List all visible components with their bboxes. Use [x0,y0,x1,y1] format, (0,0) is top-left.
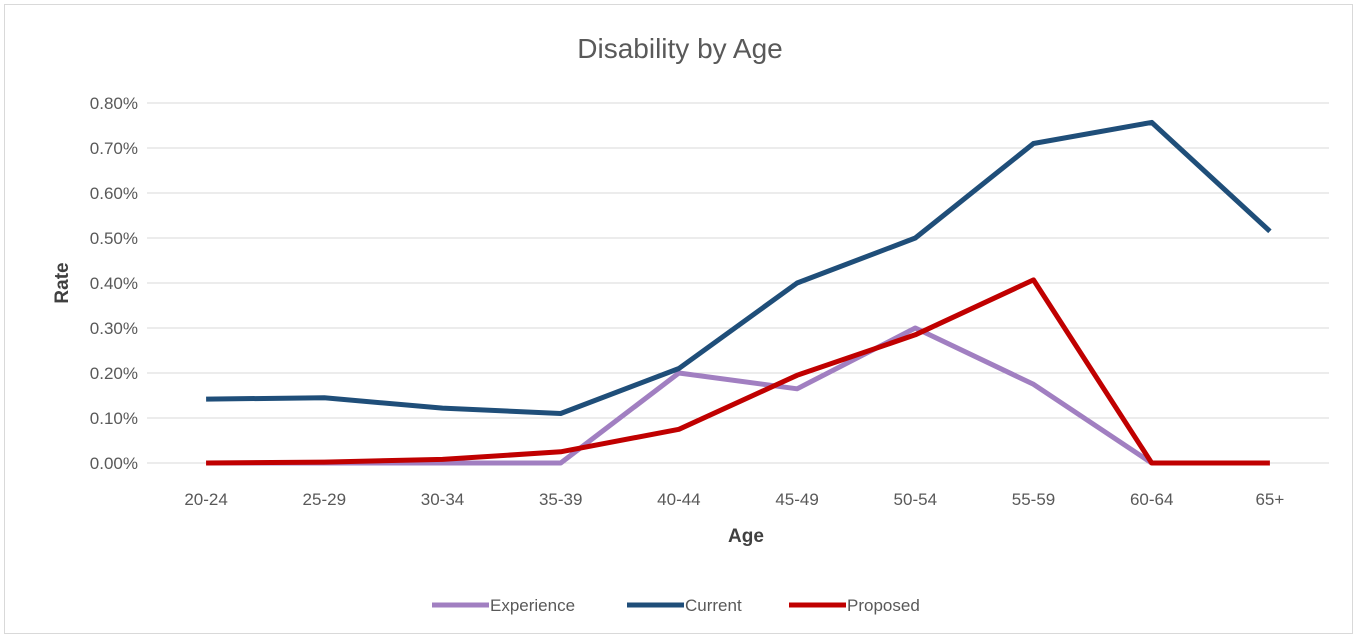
x-axis-title: Age [728,526,764,547]
y-tick-label: 0.70% [90,139,138,158]
chart-title: Disability by Age [577,33,782,64]
y-tick-label: 0.30% [90,319,138,338]
y-tick-label: 0.80% [90,94,138,113]
y-axis-ticks: 0.00% 0.10% 0.20% 0.30% 0.40% 0.50% 0.60% 0.70%… [90,94,138,473]
x-tick-label: 55-59 [1012,490,1055,509]
x-tick-label: 50-54 [894,490,937,509]
y-axis-title: Rate [52,262,73,303]
y-tick-label: 0.60% [90,184,138,203]
series-lines [206,119,1272,466]
x-tick-label: 45-49 [775,490,818,509]
chart-frame [4,4,1353,634]
x-tick-label: 35-39 [539,490,582,509]
y-tick-label: 0.20% [90,364,138,383]
x-tick-label: 40-44 [657,490,700,509]
y-tick-label: 0.10% [90,409,138,428]
series-line-experience [206,325,1154,466]
series-line-proposed [206,277,1270,466]
gridlines [147,102,1329,464]
legend-label-proposed: Proposed [847,596,920,615]
x-tick-label: 25-29 [303,490,346,509]
x-tick-label: 30-34 [421,490,464,509]
legend-label-current: Current [685,596,742,615]
legend: Experience Current Proposed [432,596,920,615]
y-tick-label: 0.00% [90,454,138,473]
x-axis-ticks: 20-24 25-29 30-34 35-39 40-44 45-49 50-54 55-59… [184,490,1284,509]
x-tick-label: 65+ [1255,490,1284,509]
x-tick-label: 20-24 [184,490,227,509]
y-tick-label: 0.40% [90,274,138,293]
legend-label-experience: Experience [490,596,575,615]
y-tick-label: 0.50% [90,229,138,248]
series-line-current [206,119,1272,416]
x-tick-label: 60-64 [1130,490,1173,509]
